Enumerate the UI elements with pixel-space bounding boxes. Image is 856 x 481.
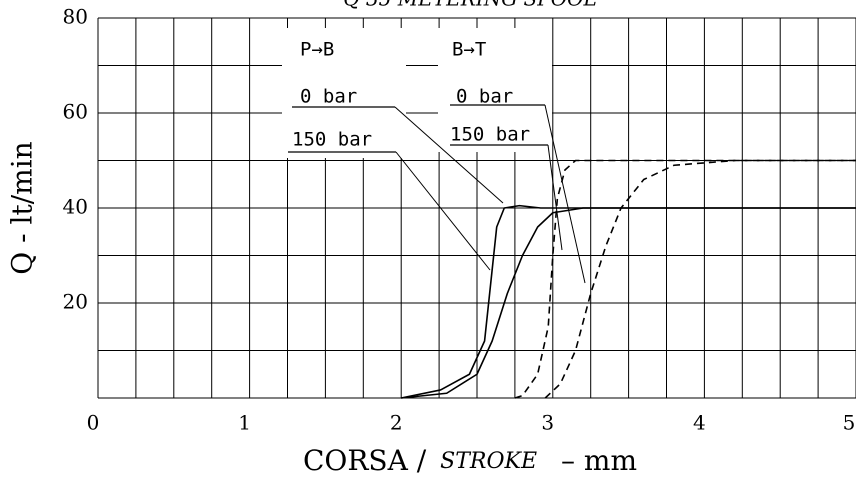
leader-line (394, 106, 504, 204)
series-label: 0 bar (300, 86, 357, 108)
y-tick-label: 40 (63, 195, 88, 219)
line-series (401, 204, 856, 399)
series-label: 0 bar (456, 86, 513, 108)
series-label: 150 bar (450, 124, 530, 146)
y-tick-label: 80 (63, 5, 88, 29)
leader-line (544, 104, 586, 284)
line-series (544, 159, 856, 399)
label-box (438, 28, 552, 152)
line-series (401, 207, 856, 399)
y-axis-label: Q - lt/min (6, 141, 39, 274)
x-tick-label: 3 (541, 411, 554, 435)
x-tick-label: 2 (390, 411, 403, 435)
label-box (282, 28, 406, 158)
x-tick-label: 4 (693, 411, 706, 435)
series-label: 150 bar (292, 129, 372, 151)
x-tick-label: 0 (87, 411, 100, 435)
leader-line (395, 151, 491, 271)
x-label-part: – mm (561, 444, 637, 477)
group-label: P→B (300, 39, 334, 61)
x-tick-label: 5 (843, 411, 856, 435)
leader-line (547, 144, 563, 251)
y-tick-label: 20 (63, 290, 88, 314)
chart-title: Q 35 METERING SPOOL (343, 0, 597, 11)
y-tick-label: 60 (63, 100, 88, 124)
line-series (514, 159, 856, 399)
x-axis-label: CORSA / STROKE – mm (303, 444, 637, 477)
group-label: B→T (452, 39, 486, 61)
x-label-part: STROKE (440, 449, 537, 474)
x-tick-label: 1 (238, 411, 251, 435)
x-label-part: CORSA / (303, 444, 427, 477)
